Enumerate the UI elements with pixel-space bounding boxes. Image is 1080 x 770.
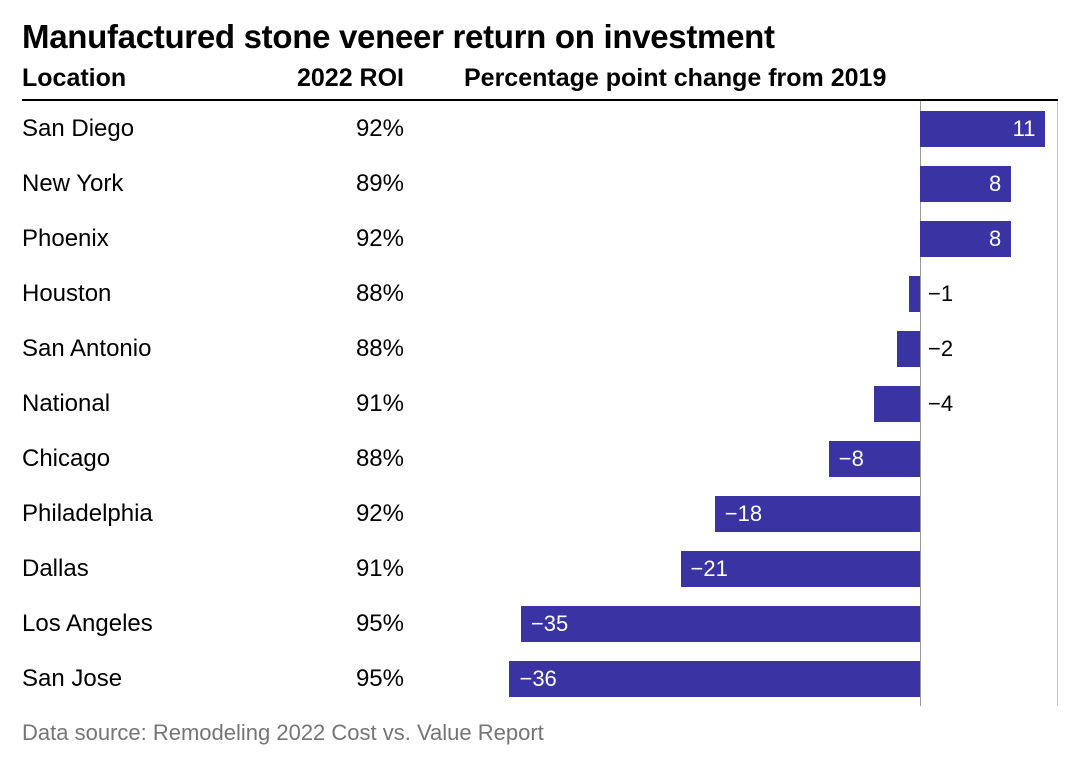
cell-location: Philadelphia: [22, 500, 282, 528]
header-location: Location: [22, 64, 282, 93]
table-row: National91% −4: [22, 376, 1058, 431]
bar-cell: −35: [464, 596, 1058, 651]
bar-cell: −1: [464, 266, 1058, 321]
bar-value-label: −21: [681, 556, 738, 582]
zero-line: [920, 486, 921, 541]
bar-value-label: 8: [979, 171, 1011, 197]
cell-location: New York: [22, 170, 282, 198]
table-row: Los Angeles95% −35: [22, 596, 1058, 651]
bar: −35: [521, 606, 920, 642]
bar-cell: 8: [464, 156, 1058, 211]
bar: 8: [920, 221, 1011, 257]
bar: [897, 331, 920, 367]
table-row: Dallas91% −21: [22, 541, 1058, 596]
bar-cell: −21: [464, 541, 1058, 596]
chart-title: Manufactured stone veneer return on inve…: [22, 18, 1058, 56]
bar-value-label: −4: [920, 391, 961, 417]
zero-line: [920, 431, 921, 486]
table-row: San Jose95% −36: [22, 651, 1058, 706]
data-source-footer: Data source: Remodeling 2022 Cost vs. Va…: [22, 720, 1058, 746]
bar: 8: [920, 166, 1011, 202]
zero-line: [920, 541, 921, 596]
cell-roi: 88%: [282, 335, 464, 363]
cell-location: San Antonio: [22, 335, 282, 363]
bar-value-label: 11: [1003, 116, 1046, 142]
bar-value-label: −2: [920, 336, 961, 362]
table-row: New York89% 8: [22, 156, 1058, 211]
bar-cell: −36: [464, 651, 1058, 706]
cell-location: Phoenix: [22, 225, 282, 253]
table-row: Phoenix92% 8: [22, 211, 1058, 266]
cell-location: Los Angeles: [22, 610, 282, 638]
header-change: Percentage point change from 2019: [464, 64, 1058, 93]
bar-value-label: −35: [521, 611, 578, 637]
table-row: San Diego92% 11: [22, 101, 1058, 156]
zero-line: [920, 651, 921, 706]
bar-cell: −8: [464, 431, 1058, 486]
header-roi: 2022 ROI: [282, 64, 464, 93]
cell-roi: 95%: [282, 665, 464, 693]
bar-value-label: −36: [509, 666, 566, 692]
table-body: San Diego92%11New York89%8Phoenix92%8Hou…: [22, 101, 1058, 706]
cell-location: National: [22, 390, 282, 418]
table-row: San Antonio88% −2: [22, 321, 1058, 376]
bar-cell: −4: [464, 376, 1058, 431]
bar-value-label: −18: [715, 501, 772, 527]
cell-roi: 88%: [282, 280, 464, 308]
table-header: Location 2022 ROI Percentage point chang…: [22, 64, 1058, 101]
cell-location: Chicago: [22, 445, 282, 473]
cell-location: San Jose: [22, 665, 282, 693]
bar: −8: [829, 441, 920, 477]
bar-value-label: −1: [920, 281, 961, 307]
bar-cell: 11: [464, 101, 1058, 156]
cell-roi: 89%: [282, 170, 464, 198]
cell-roi: 91%: [282, 390, 464, 418]
table-row: Houston88% −1: [22, 266, 1058, 321]
cell-roi: 92%: [282, 225, 464, 253]
cell-roi: 91%: [282, 555, 464, 583]
cell-location: Houston: [22, 280, 282, 308]
cell-location: San Diego: [22, 115, 282, 143]
bar-value-label: −8: [829, 446, 874, 472]
bar: [909, 276, 920, 312]
bar-cell: 8: [464, 211, 1058, 266]
bar: −21: [681, 551, 920, 587]
bar: 11: [920, 111, 1045, 147]
cell-roi: 95%: [282, 610, 464, 638]
cell-roi: 92%: [282, 115, 464, 143]
zero-line: [920, 596, 921, 651]
bar-value-label: 8: [979, 226, 1011, 252]
bar-cell: −2: [464, 321, 1058, 376]
bar: [874, 386, 920, 422]
cell-location: Dallas: [22, 555, 282, 583]
bar: −36: [509, 661, 920, 697]
cell-roi: 88%: [282, 445, 464, 473]
bar-cell: −18: [464, 486, 1058, 541]
bar: −18: [715, 496, 920, 532]
cell-roi: 92%: [282, 500, 464, 528]
table-row: Philadelphia92% −18: [22, 486, 1058, 541]
table-row: Chicago88% −8: [22, 431, 1058, 486]
